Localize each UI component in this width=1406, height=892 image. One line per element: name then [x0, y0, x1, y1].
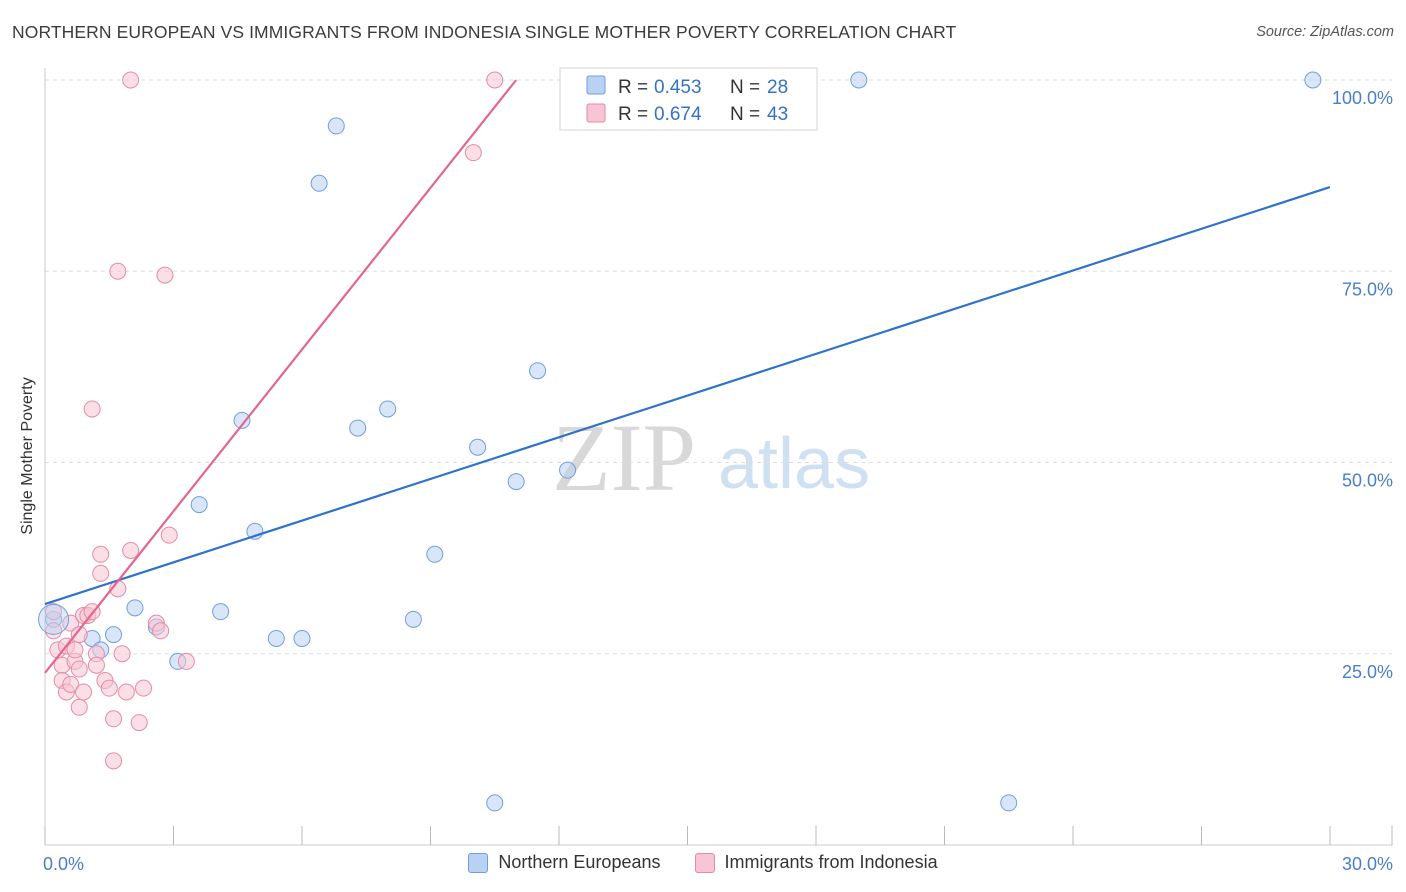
stats-r-label: R =: [618, 77, 648, 98]
stats-r-value: 0.453: [654, 77, 702, 98]
point-northern-europeans: [327, 117, 345, 135]
point-immigrants-indonesia: [100, 679, 118, 697]
point-northern-europeans: [126, 599, 144, 617]
stats-n-label: N =: [730, 104, 760, 125]
point-immigrants-indonesia: [83, 400, 101, 418]
point-immigrants-indonesia: [464, 144, 482, 162]
trend-line: [44, 79, 518, 674]
point-northern-europeans: [190, 496, 208, 514]
tick-labels: 25.0% 50.0% 75.0% 100.0% 0.0% 30.0%: [43, 88, 1393, 874]
chart-title: NORTHERN EUROPEAN VS IMMIGRANTS FROM IND…: [12, 22, 957, 42]
watermark-atlas: atlas: [718, 424, 870, 504]
point-northern-europeans: [1304, 71, 1322, 89]
point-immigrants-indonesia: [62, 675, 80, 693]
point-immigrants-indonesia: [109, 262, 127, 280]
watermark-zip: ZIP: [552, 404, 696, 511]
point-immigrants-indonesia: [156, 266, 174, 284]
point-northern-europeans-cluster: [38, 603, 70, 635]
stats-swatch-blue: [586, 75, 606, 95]
legend-label: Northern Europeans: [498, 852, 661, 872]
y-tick-label: 25.0%: [1342, 662, 1393, 682]
legend: Northern Europeans Immigrants from Indon…: [0, 852, 1406, 873]
point-immigrants-indonesia: [92, 564, 110, 582]
point-immigrants-indonesia: [70, 626, 88, 644]
point-immigrants-indonesia: [45, 622, 63, 640]
point-immigrants-indonesia: [45, 603, 63, 621]
point-immigrants-indonesia: [70, 698, 88, 716]
point-northern-europeans: [486, 794, 504, 812]
point-immigrants-indonesia: [113, 645, 131, 663]
stats-r-value: 0.674: [654, 104, 702, 125]
trend-line: [44, 186, 1331, 606]
point-northern-europeans: [404, 610, 422, 628]
trend-lines: [44, 79, 1331, 674]
legend-item-northern-europeans: Northern Europeans: [468, 852, 661, 873]
point-immigrants-indonesia: [486, 71, 504, 89]
source-credit: Source: ZipAtlas.com: [1256, 24, 1394, 40]
point-immigrants-indonesia: [92, 545, 110, 563]
point-immigrants-indonesia: [160, 526, 178, 544]
point-immigrants-indonesia: [135, 679, 153, 697]
point-northern-europeans: [469, 438, 487, 456]
point-northern-europeans: [1000, 794, 1018, 812]
point-immigrants-indonesia: [122, 71, 140, 89]
point-northern-europeans: [267, 629, 285, 647]
point-immigrants-indonesia: [70, 660, 88, 678]
point-northern-europeans: [310, 174, 328, 192]
point-northern-europeans: [379, 400, 397, 418]
stats-n-label: N =: [730, 77, 760, 98]
legend-swatch-pink: [694, 852, 715, 873]
legend-item-immigrants-from-indonesia: Immigrants from Indonesia: [694, 852, 938, 873]
data-points: [38, 71, 1322, 812]
stats-n-value: 43: [767, 104, 788, 125]
axes: [44, 68, 1393, 846]
point-northern-europeans: [212, 603, 230, 621]
point-immigrants-indonesia: [177, 652, 195, 670]
stats-swatch-pink: [586, 103, 606, 123]
point-northern-europeans: [349, 419, 367, 437]
stats-n-value: 28: [767, 77, 788, 98]
point-immigrants-indonesia: [152, 622, 170, 640]
point-northern-europeans: [293, 629, 311, 647]
y-tick-label: 50.0%: [1342, 471, 1393, 491]
point-immigrants-indonesia: [130, 714, 148, 732]
point-immigrants-indonesia: [105, 710, 123, 728]
point-northern-europeans: [559, 461, 577, 479]
watermark: ZIP atlas: [552, 404, 870, 511]
x-tick-label: 0.0%: [43, 854, 84, 874]
point-immigrants-indonesia: [117, 683, 135, 701]
y-tick-label: 100.0%: [1332, 88, 1393, 108]
point-northern-europeans: [529, 362, 547, 380]
point-northern-europeans: [105, 626, 123, 644]
point-immigrants-indonesia: [66, 641, 84, 659]
point-immigrants-indonesia: [122, 541, 140, 559]
point-northern-europeans: [507, 473, 525, 491]
x-tick-label: 30.0%: [1342, 854, 1393, 874]
y-tick-label: 75.0%: [1342, 279, 1393, 299]
point-immigrants-indonesia: [105, 752, 123, 770]
stats-r-label: R =: [618, 104, 648, 125]
legend-label: Immigrants from Indonesia: [724, 852, 938, 872]
point-northern-europeans: [233, 411, 251, 429]
point-immigrants-indonesia: [87, 656, 105, 674]
point-northern-europeans: [426, 545, 444, 563]
point-immigrants-indonesia: [75, 683, 93, 701]
point-northern-europeans: [850, 71, 868, 89]
stats-box: R = 0.453 N = 28 R = 0.674 N = 43: [559, 67, 818, 131]
gridlines: [45, 79, 1392, 655]
legend-swatch-blue: [468, 852, 489, 873]
